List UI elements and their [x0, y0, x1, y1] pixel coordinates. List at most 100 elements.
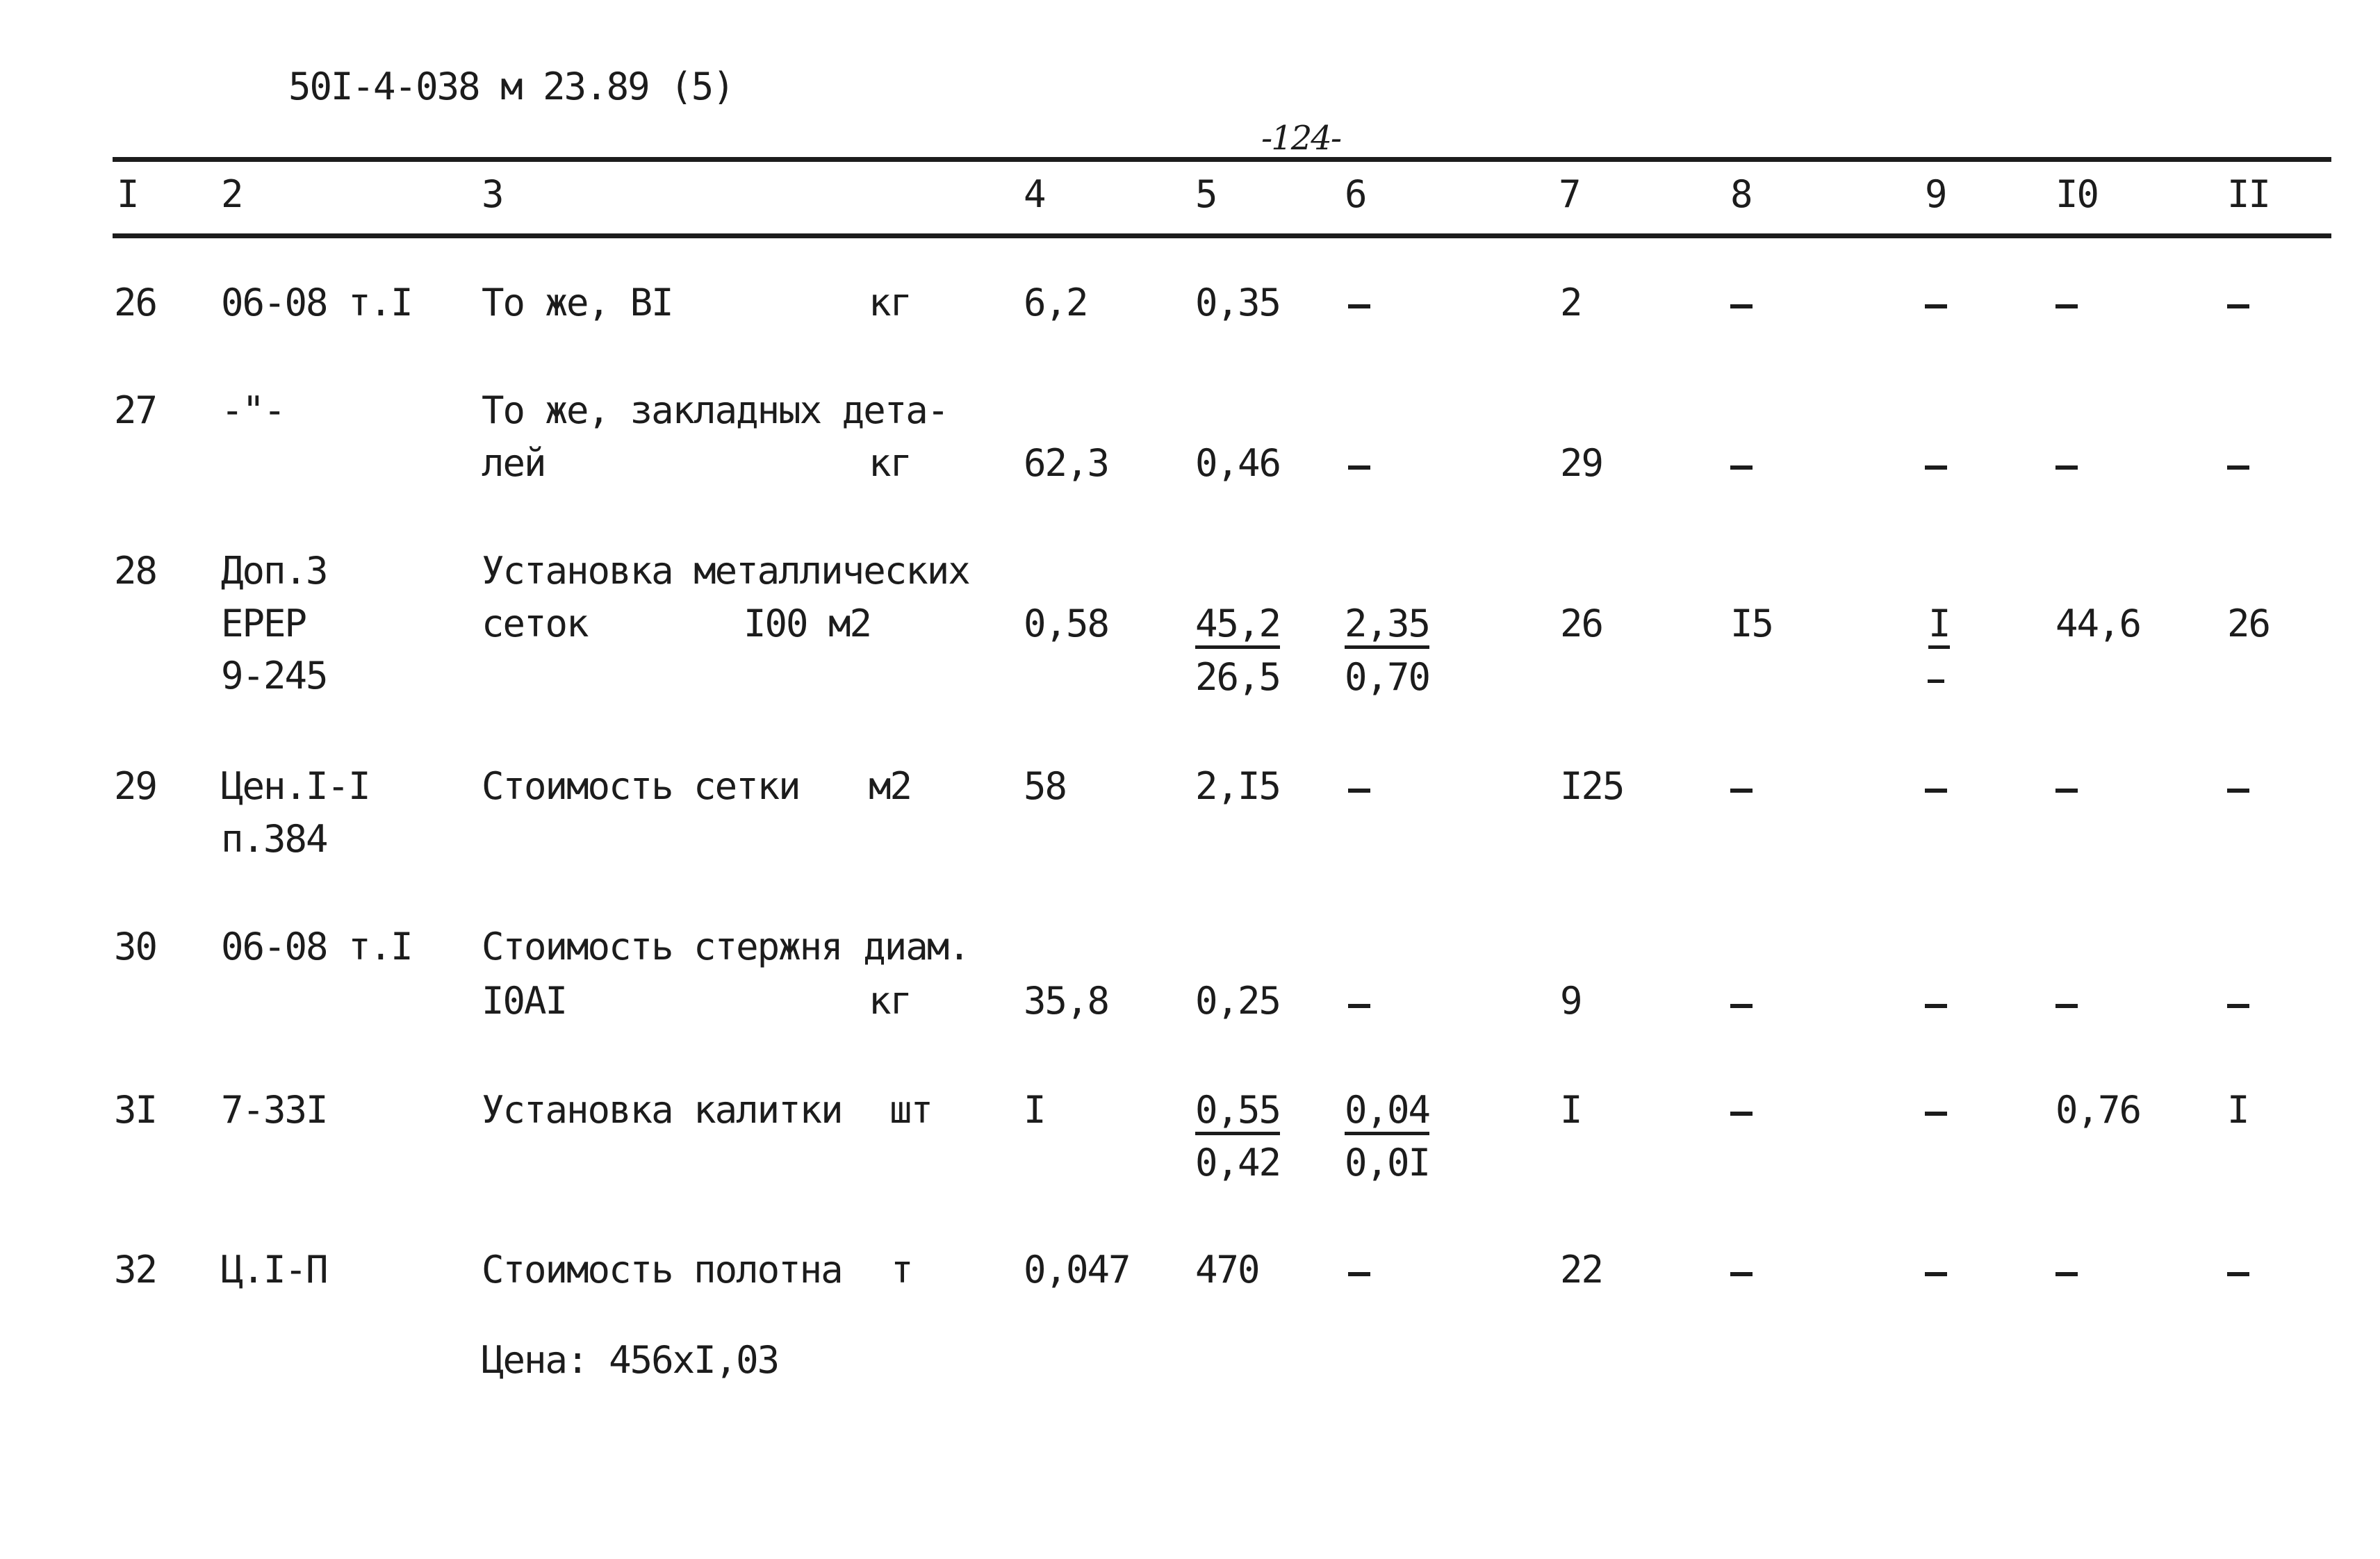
row-col11: 26: [2227, 602, 2271, 645]
row-number: 30: [114, 925, 158, 968]
empty-cell-dash: [1348, 1272, 1370, 1276]
column-header-6: 6: [1345, 172, 1367, 216]
empty-cell-dash: [1925, 1272, 1947, 1276]
row-unit: I00 м2: [744, 602, 872, 645]
row-unit: кг: [869, 441, 912, 485]
row-number: 32: [114, 1248, 158, 1292]
empty-cell-dash: [1925, 465, 1947, 470]
row-quantity: 6,2: [1024, 281, 1089, 324]
row-col11: I: [2227, 1088, 2249, 1132]
column-header-1: I: [117, 172, 139, 216]
row-unit: шт: [889, 1088, 933, 1132]
empty-cell-dash: [2055, 789, 2078, 793]
row-quantity: 58: [1024, 764, 1067, 808]
row-code: Цен.I-I: [221, 764, 371, 808]
row-col9-top: I: [1928, 605, 1951, 649]
row-name: Стоимость полотна: [482, 1248, 844, 1292]
row-code-line-2: ЕРЕР: [221, 602, 307, 645]
row-col6-bottom: 0,0I: [1345, 1141, 1431, 1185]
column-header-10: I0: [2055, 172, 2099, 216]
row-unit: кг: [869, 281, 912, 324]
row-quantity: 35,8: [1024, 979, 1110, 1023]
row-name: Установка калитки: [482, 1088, 844, 1132]
row-name: Установка металлических: [482, 549, 971, 593]
document-code: 50I-4-038 м 23.89 (5): [288, 65, 735, 108]
row-code: -"-: [221, 388, 286, 432]
row-name: То же, ВI: [482, 281, 674, 324]
row-name: Стоимость стержня диам.: [482, 925, 971, 968]
row-name: Стоимость сетки: [482, 764, 801, 808]
row-col5: 2,I5: [1195, 764, 1281, 808]
row-col7: 29: [1560, 441, 1604, 485]
column-header-2: 2: [221, 172, 243, 216]
row-code-line-3: 9-245: [221, 654, 329, 698]
empty-cell-dash: [1348, 789, 1370, 793]
empty-cell-dash: [1348, 465, 1370, 470]
row-col5-bottom: 26,5: [1195, 655, 1281, 699]
row-col7: 2: [1560, 281, 1582, 324]
empty-cell-dash: [1730, 465, 1753, 470]
row-quantity: 0,58: [1024, 602, 1110, 645]
row-name-continued: лей: [482, 441, 547, 485]
page-number: -124-: [1261, 119, 1342, 158]
row-unit: кг: [869, 979, 912, 1023]
row-col5: 470: [1195, 1248, 1261, 1292]
row-number: 29: [114, 764, 158, 808]
row-col7: 26: [1560, 602, 1604, 645]
table-header-rule: [113, 233, 2331, 238]
empty-cell-dash: [1348, 1004, 1370, 1008]
row-code: 06-08 т.I: [221, 281, 413, 324]
empty-cell-dash: [2227, 465, 2249, 470]
column-header-5: 5: [1195, 172, 1217, 216]
row-name-continued: I0АI: [482, 979, 568, 1023]
row-unit: т: [891, 1248, 913, 1292]
row-code: 7-33I: [221, 1088, 329, 1132]
empty-cell-dash: [1730, 789, 1753, 793]
row-col5-bottom: 0,42: [1195, 1141, 1281, 1185]
row-name-continued: сеток: [482, 602, 589, 645]
empty-cell-dash: [2227, 304, 2249, 308]
row-number: 26: [114, 281, 158, 324]
empty-cell-dash: [1925, 1004, 1947, 1008]
column-header-3: 3: [482, 172, 504, 216]
row-col5: 0,35: [1195, 281, 1281, 324]
row-col6-top: 2,35: [1345, 605, 1431, 649]
row-number: 28: [114, 549, 158, 593]
empty-cell-dash: [1925, 304, 1947, 308]
row-quantity: I: [1024, 1088, 1046, 1132]
column-header-11: II: [2227, 172, 2271, 216]
row-code: Ц.I-П: [221, 1248, 329, 1292]
empty-cell-dash: [2055, 304, 2078, 308]
row-col7: 22: [1560, 1248, 1604, 1292]
row-quantity: 62,3: [1024, 441, 1110, 485]
empty-cell-dash: [1348, 304, 1370, 308]
row-col7: I25: [1560, 764, 1625, 808]
empty-cell-dash: [1730, 1004, 1753, 1008]
column-header-7: 7: [1559, 172, 1581, 216]
row-col5: 0,25: [1195, 979, 1281, 1023]
row-number: 27: [114, 388, 158, 432]
row-code-line-2: п.384: [221, 817, 329, 861]
row-col6-bottom: 0,70: [1345, 655, 1431, 699]
row-col5-top: 0,55: [1195, 1091, 1281, 1135]
empty-cell-dash: [2055, 1272, 2078, 1276]
row-name: То же, закладных дета-: [482, 388, 949, 432]
empty-cell-dash: [1730, 1112, 1753, 1116]
empty-cell-dash: [2227, 789, 2249, 793]
row-unit: м2: [869, 764, 912, 808]
empty-cell-dash: [2227, 1004, 2249, 1008]
row-col10: 44,6: [2055, 602, 2142, 645]
row-col6-top: 0,04: [1345, 1091, 1431, 1135]
row-quantity: 0,047: [1024, 1248, 1131, 1292]
empty-cell-dash: [1925, 1112, 1947, 1116]
empty-cell-dash: [2055, 465, 2078, 470]
price-note: Цена: 456хI,03: [482, 1338, 780, 1382]
row-number: 3I: [114, 1088, 158, 1132]
empty-cell-dash: [1928, 679, 1944, 683]
empty-cell-dash: [1730, 304, 1753, 308]
empty-cell-dash: [2055, 1004, 2078, 1008]
row-col5: 0,46: [1195, 441, 1281, 485]
row-col8: I5: [1730, 602, 1774, 645]
empty-cell-dash: [1730, 1272, 1753, 1276]
column-header-9: 9: [1925, 172, 1947, 216]
